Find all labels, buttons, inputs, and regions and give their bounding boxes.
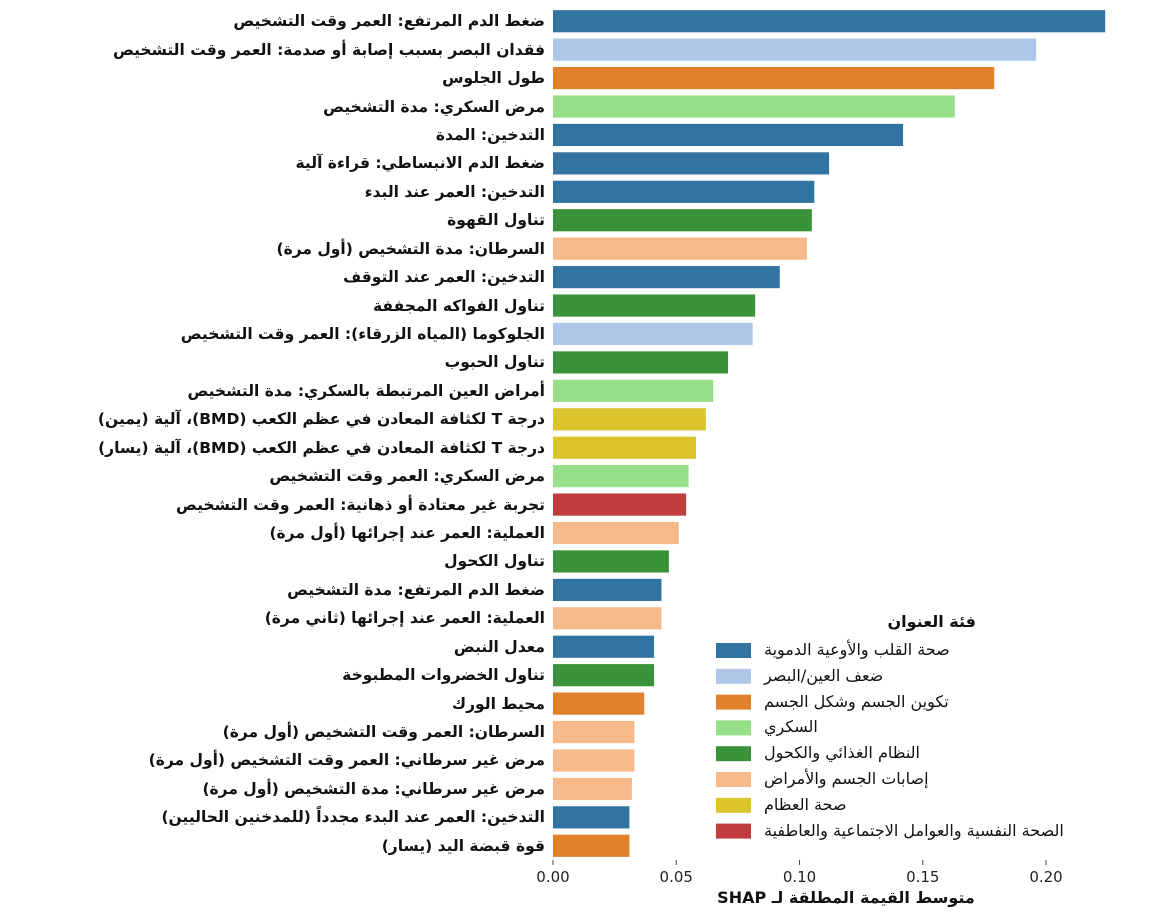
y-tick-label: التدخين: العمر عند التوقف xyxy=(343,268,545,287)
y-tick-label: درجة T لكثافة المعادن في عظم الكعب (BMD)… xyxy=(97,410,545,429)
bar xyxy=(553,209,812,232)
x-tick-label: 0.20 xyxy=(1029,868,1063,886)
legend-title: فئة العنوان xyxy=(887,612,976,631)
bar xyxy=(553,123,904,147)
bar xyxy=(553,38,1037,61)
bar xyxy=(553,578,662,601)
x-tick-label: 0.05 xyxy=(659,868,693,886)
legend-swatch xyxy=(716,720,751,736)
bar xyxy=(553,834,630,857)
y-tick-label: السرطان: العمر وقت التشخيص (أول مرة) xyxy=(222,723,545,742)
y-tick-label: تناول الكحول xyxy=(444,552,545,571)
legend-swatch xyxy=(716,746,751,762)
x-tick-label: 0.00 xyxy=(536,868,570,886)
bar xyxy=(553,635,655,658)
y-tick-label: تناول الفواكه المجففة xyxy=(373,296,545,315)
bar xyxy=(553,550,669,573)
bar xyxy=(553,493,687,516)
x-axis-label: متوسط القيمة المطلقة لـ SHAP xyxy=(717,888,975,907)
bar xyxy=(553,152,830,175)
legend-label: النظام الغذائي والكحول xyxy=(764,743,920,763)
bar xyxy=(553,692,645,715)
legend-swatch xyxy=(716,643,751,658)
y-tick-label: تناول الخضروات المطبوخة xyxy=(342,666,545,685)
bar xyxy=(553,436,696,459)
legend-swatch xyxy=(716,823,751,839)
bar xyxy=(553,180,815,203)
bar xyxy=(553,465,689,488)
legend-label: ضعف العين/البصر xyxy=(764,665,884,685)
bar xyxy=(553,266,780,289)
legend-label: الصحة النفسية والعوامل الاجتماعية والعاط… xyxy=(764,820,1064,840)
bar xyxy=(553,607,662,630)
bar xyxy=(553,720,635,744)
y-tick-label: أمراض العين المرتبطة بالسكري: مدة التشخي… xyxy=(187,381,545,400)
bar xyxy=(553,237,807,260)
y-tick-label: طول الجلوس xyxy=(442,69,545,88)
legend-label: السكري xyxy=(764,717,818,737)
y-tick-label: تناول القهوة xyxy=(447,211,545,230)
x-tick-label: 0.10 xyxy=(782,868,817,886)
y-tick-label: ضغط الدم المرتفع: العمر وقت التشخيص xyxy=(233,12,545,31)
y-tick-label: معدل النبض xyxy=(453,637,545,656)
y-tick-label: مرض غير سرطاني: العمر وقت التشخيص (أول م… xyxy=(148,751,545,770)
y-tick-label: فقدان البصر بسبب إصابة أو صدمة: العمر وق… xyxy=(112,40,545,59)
legend-label: صحة القلب والأوعية الدموية xyxy=(764,640,950,659)
y-tick-label: التدخين: العمر عند البدء مجدداً (للمدخني… xyxy=(161,808,545,827)
y-tick-label: تجربة غير معتادة أو ذهانية: العمر وقت ال… xyxy=(176,495,545,514)
bar xyxy=(553,95,955,118)
legend-label: تكوين الجسم وشكل الجسم xyxy=(764,691,949,711)
bar xyxy=(553,66,995,90)
bar xyxy=(553,664,655,687)
legend-swatch xyxy=(716,668,751,684)
bar xyxy=(553,322,753,346)
y-tick-label: العملية: العمر عند إجرائها (أول مرة) xyxy=(269,524,545,543)
legend-swatch xyxy=(716,694,751,710)
y-tick-label: مرض غير سرطاني: مدة التشخيص (أول مرة) xyxy=(202,779,545,798)
legend-swatch xyxy=(716,772,751,787)
bar xyxy=(553,294,756,317)
y-tick-label: تناول الحبوب xyxy=(444,353,545,372)
y-tick-label: مرض السكري: مدة التشخيص xyxy=(323,97,545,116)
bar xyxy=(553,521,679,545)
y-tick-label: العملية: العمر عند إجرائها (ثاني مرة) xyxy=(264,609,545,628)
y-tick-label: مرض السكري: العمر وقت التشخيص xyxy=(269,467,545,486)
bar xyxy=(553,806,630,829)
bar xyxy=(553,379,714,402)
y-tick-label: قوة قبضة اليد (يسار) xyxy=(381,836,545,855)
bar xyxy=(553,351,729,374)
y-tick-label: درجة T لكثافة المعادن في عظم الكعب (BMD)… xyxy=(98,438,545,457)
bar xyxy=(553,10,1106,33)
y-tick-label: التدخين: العمر عند البدء xyxy=(364,182,545,201)
y-tick-label: محيط الورك xyxy=(451,694,545,713)
y-tick-label: التدخين: المدة xyxy=(435,125,545,144)
y-tick-label: الجلوكوما (المياه الزرقاء): العمر وقت ال… xyxy=(180,324,545,343)
y-tick-label: السرطان: مدة التشخيص (أول مرة) xyxy=(276,239,545,258)
bar xyxy=(553,749,635,772)
y-tick-label: ضغط الدم المرتفع: مدة التشخيص xyxy=(287,580,545,599)
legend-label: إصابات الجسم والأمراض xyxy=(764,769,929,788)
bar xyxy=(553,408,706,431)
bar xyxy=(553,777,632,801)
x-tick-label: 0.15 xyxy=(906,868,940,886)
legend-swatch xyxy=(716,797,751,813)
y-tick-label: ضغط الدم الانبساطي: قراءة آلية xyxy=(295,154,545,173)
legend-label: صحة العظام xyxy=(764,794,847,814)
